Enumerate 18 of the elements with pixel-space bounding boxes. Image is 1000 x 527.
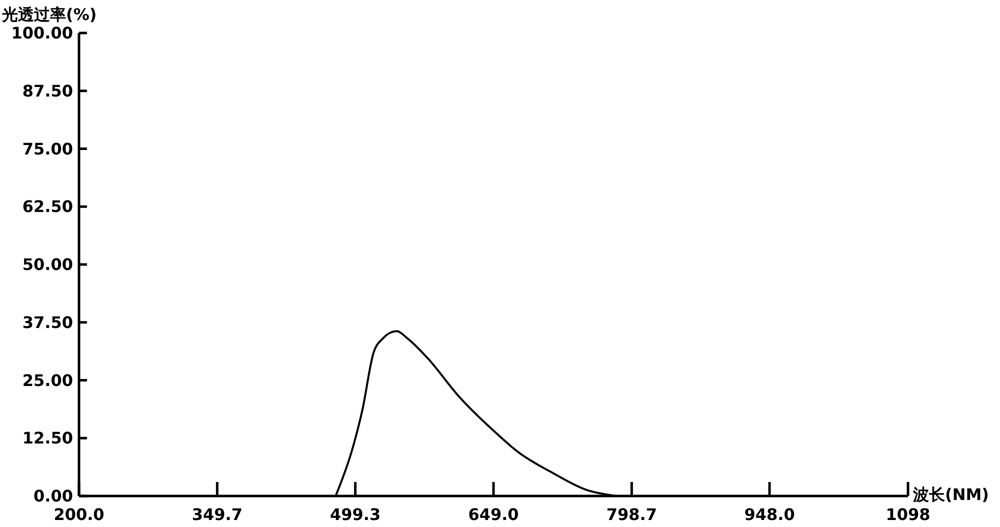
y-tick-label: 50.00	[22, 255, 73, 274]
y-axis-title: 光透过率(%)	[1, 5, 97, 24]
y-tick-label: 12.50	[22, 428, 73, 448]
x-tick-label: 649.0	[468, 505, 519, 524]
y-tick-label: 62.50	[22, 197, 73, 216]
y-tick-label: 25.00	[22, 370, 73, 390]
x-tick-label: 798.7	[606, 505, 657, 524]
x-tick-label: 1098	[886, 505, 930, 524]
y-tick-label: 37.50	[22, 312, 73, 332]
y-tick-label: 75.00	[22, 139, 73, 158]
x-tick-label: 349.7	[192, 505, 242, 524]
x-axis-title: 波长(NM)	[912, 485, 989, 504]
x-tick-label: 499.3	[330, 505, 381, 524]
x-tick-label: 200.0	[54, 505, 104, 524]
x-tick-label: 948.0	[744, 505, 795, 524]
y-tick-label: 87.50	[22, 81, 73, 100]
y-tick-label: 0.00	[34, 486, 73, 506]
y-tick-label: 100.00	[11, 24, 73, 43]
